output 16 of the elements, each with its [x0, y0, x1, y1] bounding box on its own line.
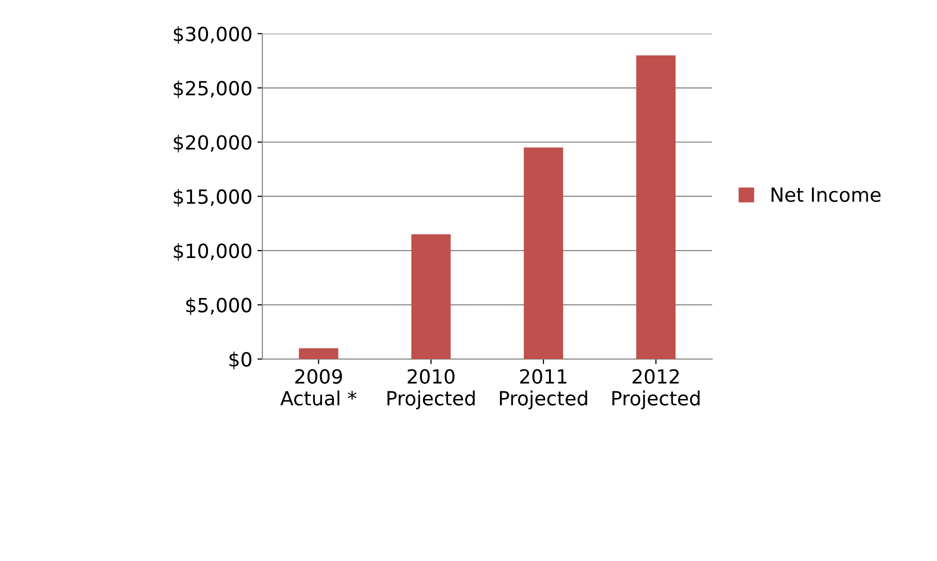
legend-label: Net Income — [772, 188, 881, 202]
bar — [411, 234, 451, 360]
x-tick-label: 2012 Projected — [612, 369, 700, 410]
x-tick-label: 2010 Projected — [388, 369, 475, 410]
y-tick-label: $30,000 — [174, 26, 252, 44]
y-tick-label: $25,000 — [174, 80, 252, 98]
bar — [636, 55, 676, 360]
y-tick-label: $10,000 — [174, 243, 252, 261]
bar — [524, 148, 564, 360]
y-tick-label: $15,000 — [174, 188, 252, 207]
y-tick-label: $5,000 — [186, 297, 252, 316]
bar — [298, 348, 338, 360]
y-tick-label: $0 — [230, 352, 252, 370]
y-tick-label: $20,000 — [174, 134, 252, 152]
x-tick-label: 2009 Actual * — [280, 369, 356, 406]
x-tick-label: 2011 Projected — [500, 369, 588, 410]
